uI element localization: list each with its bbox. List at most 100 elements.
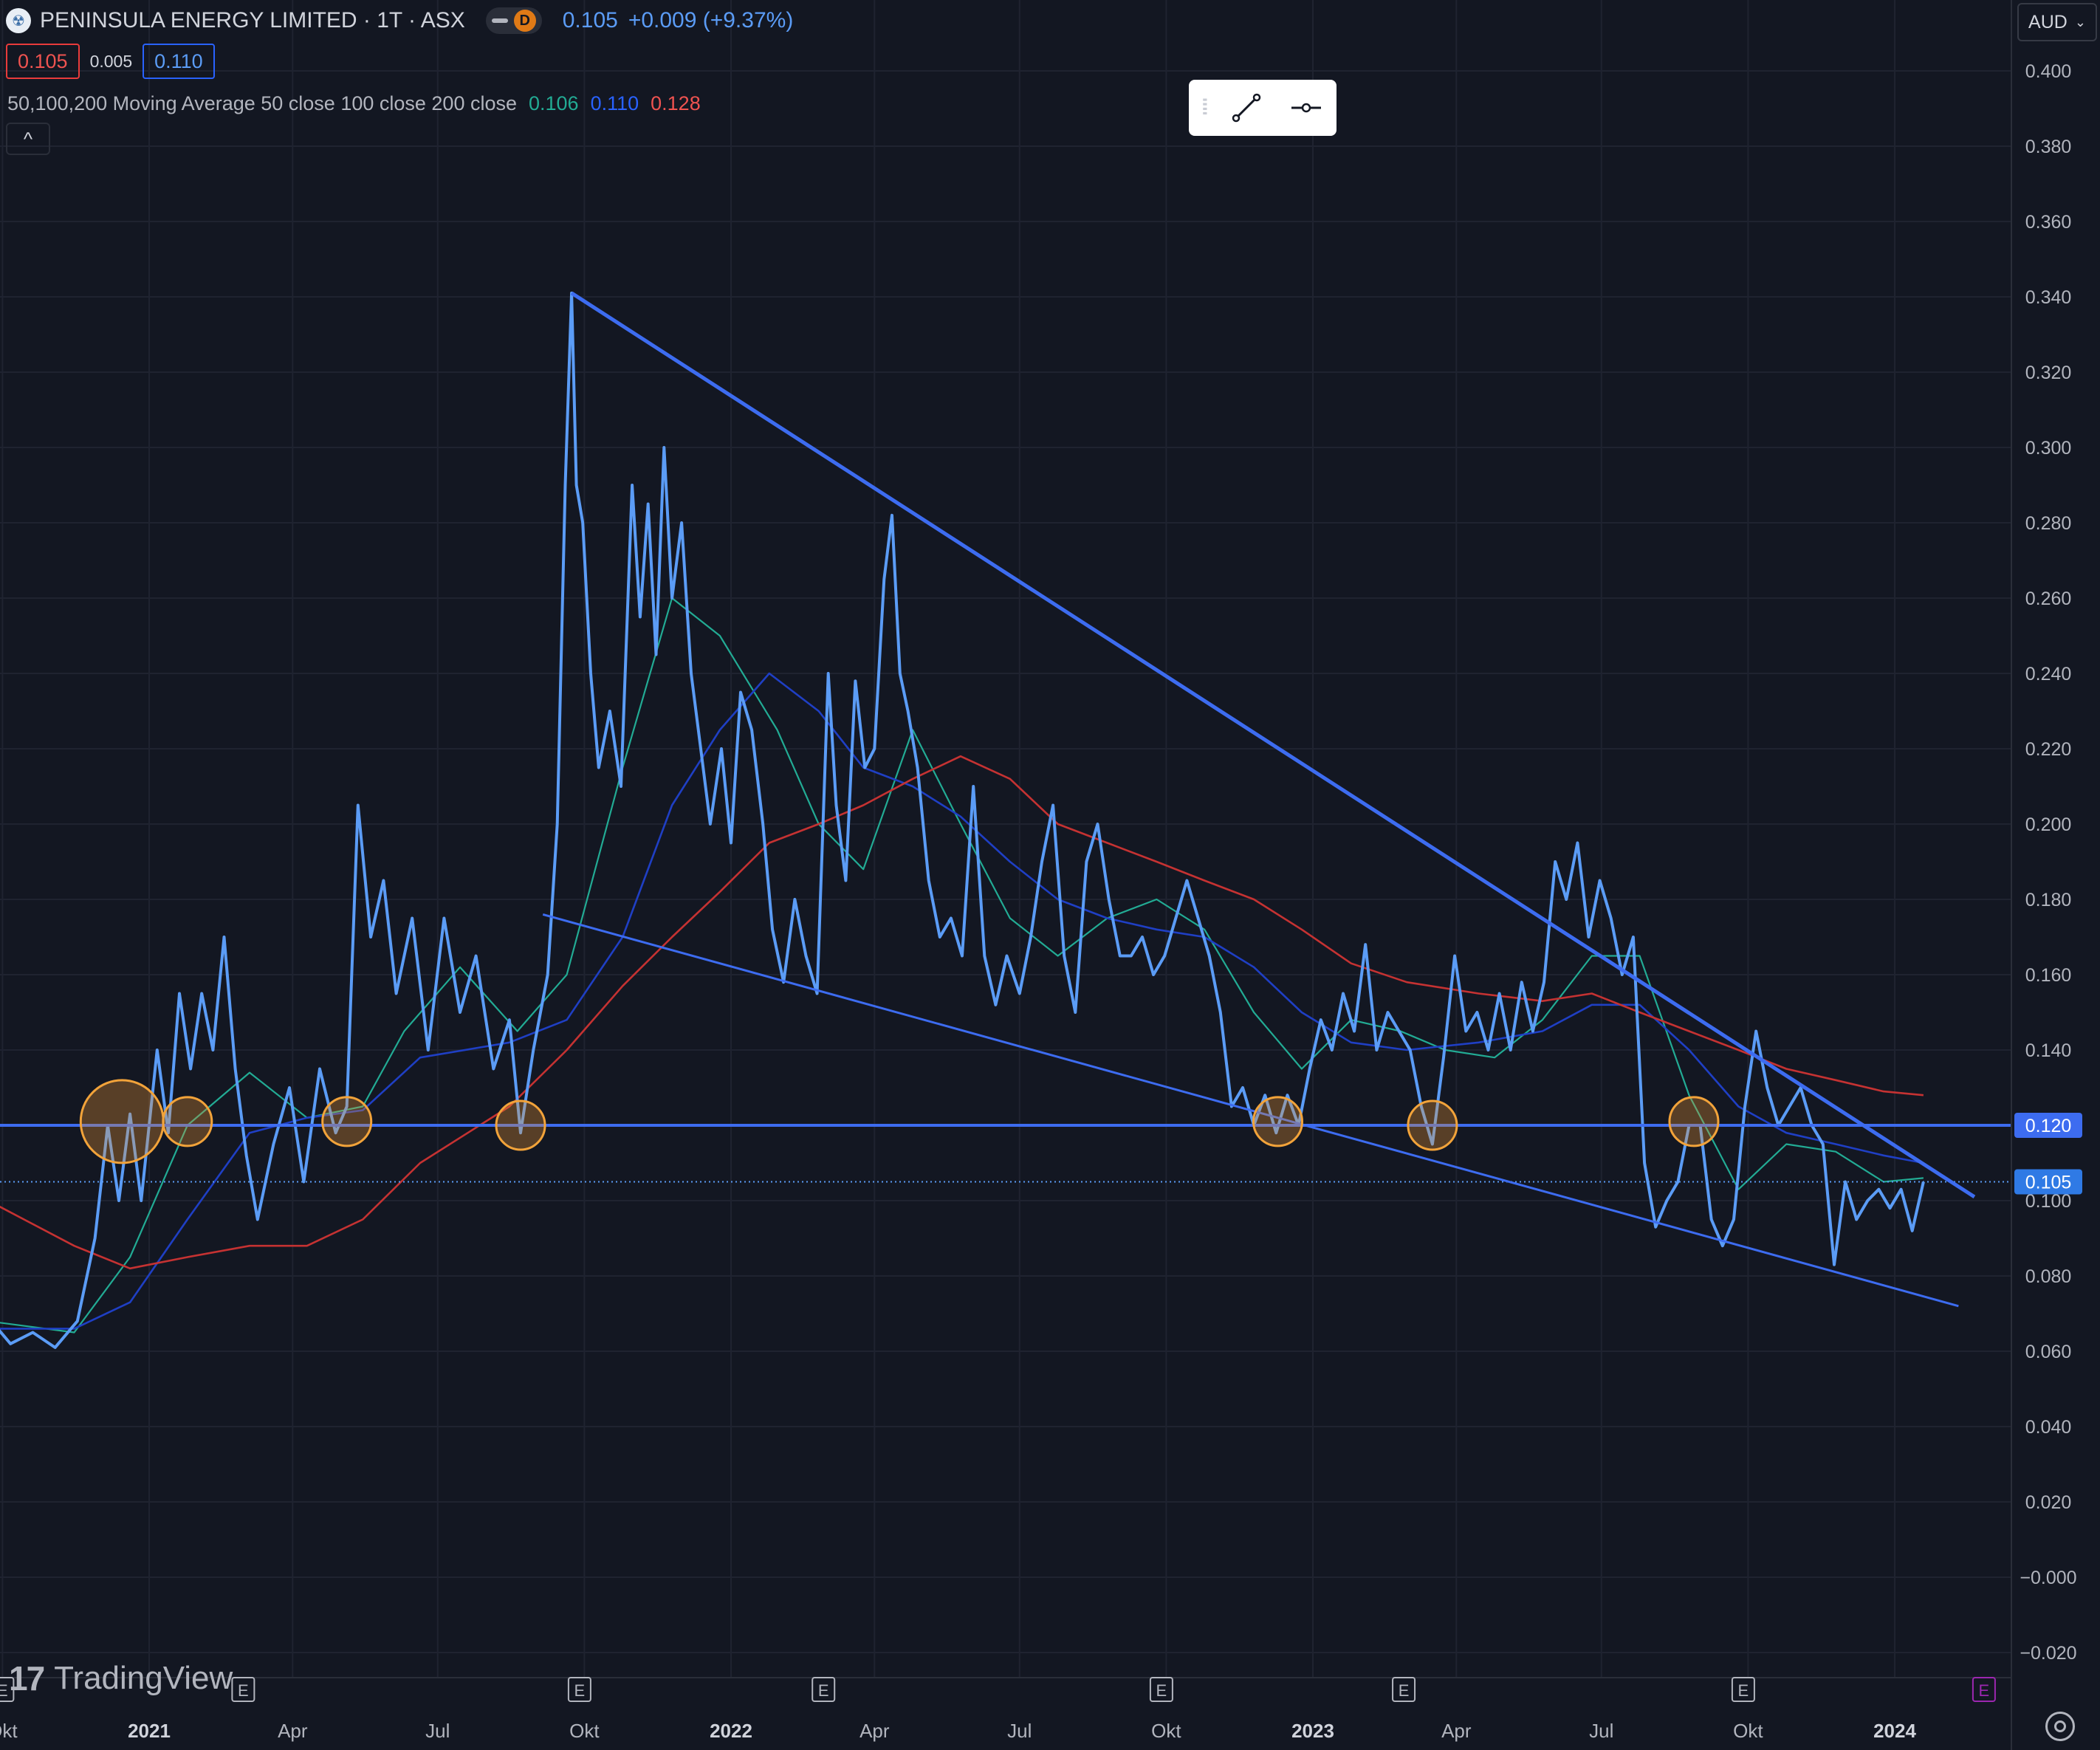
interval-badge: D [513, 10, 536, 32]
price-change: +0.009 (+9.37%) [628, 8, 794, 32]
y-tick-label: 0.020 [2025, 1492, 2072, 1513]
y-tick-label: 0.100 [2025, 1191, 2072, 1212]
ma50-value: 0.106 [529, 92, 579, 114]
earnings-marker-label: E [818, 1681, 829, 1700]
currency-selector[interactable]: AUD ⌄ [2017, 3, 2097, 41]
earnings-marker[interactable] [231, 1677, 255, 1702]
earnings-marker-label: E [238, 1681, 249, 1700]
y-tick-label: 0.180 [2025, 890, 2072, 910]
support-circle[interactable] [1668, 1096, 1720, 1147]
y-tick-label: −0.000 [2020, 1568, 2076, 1588]
y-tick-label: −0.020 [2020, 1643, 2076, 1664]
y-tick-label: 0.220 [2025, 739, 2072, 760]
eye-toggle-icon [491, 18, 508, 23]
drawing-layer[interactable] [0, 291, 2011, 1308]
watermark-text: TradingView [54, 1660, 233, 1696]
earnings-marker[interactable] [0, 1677, 15, 1702]
tradingview-logo-icon: 17 [9, 1659, 45, 1698]
trend-line-icon[interactable] [1229, 90, 1264, 126]
y-tick-label: 0.340 [2025, 287, 2072, 308]
ma100-line [0, 672, 1924, 1330]
x-tick-label: Okt [569, 1720, 600, 1742]
earnings-marker-label: E [574, 1681, 586, 1700]
ma100-value: 0.110 [590, 92, 639, 114]
y-tick-label: 0.380 [2025, 137, 2072, 157]
chart-grid [0, 0, 2011, 1678]
support-circle[interactable] [162, 1096, 213, 1147]
earnings-marker[interactable] [811, 1677, 836, 1702]
earnings-marker-label: E [0, 1681, 8, 1700]
sell-button[interactable]: 0.105 [6, 44, 80, 79]
lower-trendline[interactable] [542, 913, 1959, 1308]
y-tick-label: 0.200 [2025, 814, 2072, 835]
indicator-label[interactable]: 50,100,200 Moving Average 50 close 100 c… [7, 92, 517, 114]
earnings-marker-label: E [1399, 1681, 1410, 1700]
x-tick-label: 2024 [1873, 1720, 1916, 1742]
bid-ask-row: 0.105 0.005 0.110 [0, 43, 215, 80]
last-price: 0.105 [562, 8, 618, 32]
drag-grip-icon[interactable]: ⁞⁞ [1201, 95, 1209, 120]
x-tick-label: 2022 [710, 1720, 752, 1742]
symbol-title[interactable]: PENINSULA ENERGY LIMITED · 1T · ASX [40, 8, 465, 32]
y-tick-label: 0.260 [2025, 589, 2072, 609]
x-tick-label: Okt [0, 1720, 18, 1742]
symbol-logo-icon: ☢ [6, 8, 31, 33]
horizontal-line-price-label-box [2014, 1113, 2082, 1138]
y-tick-label: 0.320 [2025, 363, 2072, 383]
y-tick-label: 0.060 [2025, 1342, 2072, 1362]
y-tick-label: 0.080 [2025, 1266, 2072, 1287]
spread-value: 0.005 [89, 51, 133, 71]
earnings-marker[interactable] [567, 1677, 591, 1702]
currency-label: AUD [2028, 11, 2068, 32]
horizontal-line-price-label: 0.120 [2025, 1116, 2072, 1136]
visibility-toggle[interactable]: D [485, 7, 542, 34]
y-tick-label: 0.300 [2025, 438, 2072, 459]
support-circle[interactable] [79, 1079, 165, 1164]
earnings-marker[interactable] [1972, 1677, 1996, 1702]
ma200-value: 0.128 [651, 92, 701, 114]
x-tick-label: Jul [1589, 1720, 1613, 1742]
close-price-line [0, 291, 1925, 1349]
earnings-marker-label: E [1156, 1681, 1167, 1700]
earnings-marker[interactable] [1149, 1677, 1173, 1702]
indicator-legend[interactable]: 50,100,200 Moving Average 50 close 100 c… [0, 89, 701, 118]
ma50-line [0, 597, 1924, 1334]
earnings-marker[interactable] [1731, 1677, 1755, 1702]
x-tick-label: Apr [859, 1720, 890, 1742]
gear-icon[interactable] [2045, 1712, 2075, 1741]
chevron-up-icon: ^ [23, 127, 33, 150]
drawing-toolbar[interactable]: ⁞⁞ [1189, 80, 1336, 136]
tradingview-watermark[interactable]: 17 TradingView [9, 1658, 233, 1698]
buy-button[interactable]: 0.110 [143, 44, 215, 79]
earnings-marker-label: E [1738, 1681, 1749, 1700]
collapse-legend-button[interactable]: ^ [6, 123, 50, 155]
upper-trendline[interactable] [570, 291, 1976, 1199]
x-tick-label: 2021 [128, 1720, 171, 1742]
x-tick-label: Jul [1007, 1720, 1032, 1742]
x-tick-label: Apr [278, 1720, 308, 1742]
y-tick-label: 0.040 [2025, 1417, 2072, 1438]
x-tick-label: Jul [425, 1720, 450, 1742]
horizontal-line-icon[interactable] [1289, 90, 1324, 126]
support-circle[interactable] [321, 1096, 373, 1147]
earnings-marker-label: E [1979, 1681, 1990, 1700]
x-tick-label: Okt [1733, 1720, 1763, 1742]
y-tick-label: 0.360 [2025, 212, 2072, 233]
y-tick-label: 0.240 [2025, 664, 2072, 684]
price-line-layer [0, 291, 1925, 1349]
last-price-label: 0.105 [2025, 1173, 2072, 1193]
x-tick-label: Apr [1441, 1720, 1472, 1742]
symbol-legend: ☢ PENINSULA ENERGY LIMITED · 1T · ASX D … [0, 4, 793, 37]
y-tick-label: 0.140 [2025, 1040, 2072, 1061]
earnings-marker[interactable] [1392, 1677, 1416, 1702]
support-circle[interactable] [1407, 1099, 1458, 1151]
support-circle[interactable] [1252, 1096, 1304, 1147]
chevron-down-icon: ⌄ [2074, 14, 2086, 30]
y-tick-label: 0.400 [2025, 61, 2072, 82]
support-circle[interactable] [495, 1099, 546, 1151]
x-tick-label: 2023 [1291, 1720, 1334, 1742]
x-tick-label: Okt [1151, 1720, 1181, 1742]
moving-average-lines [0, 597, 1924, 1334]
y-tick-label: 0.160 [2025, 965, 2072, 986]
